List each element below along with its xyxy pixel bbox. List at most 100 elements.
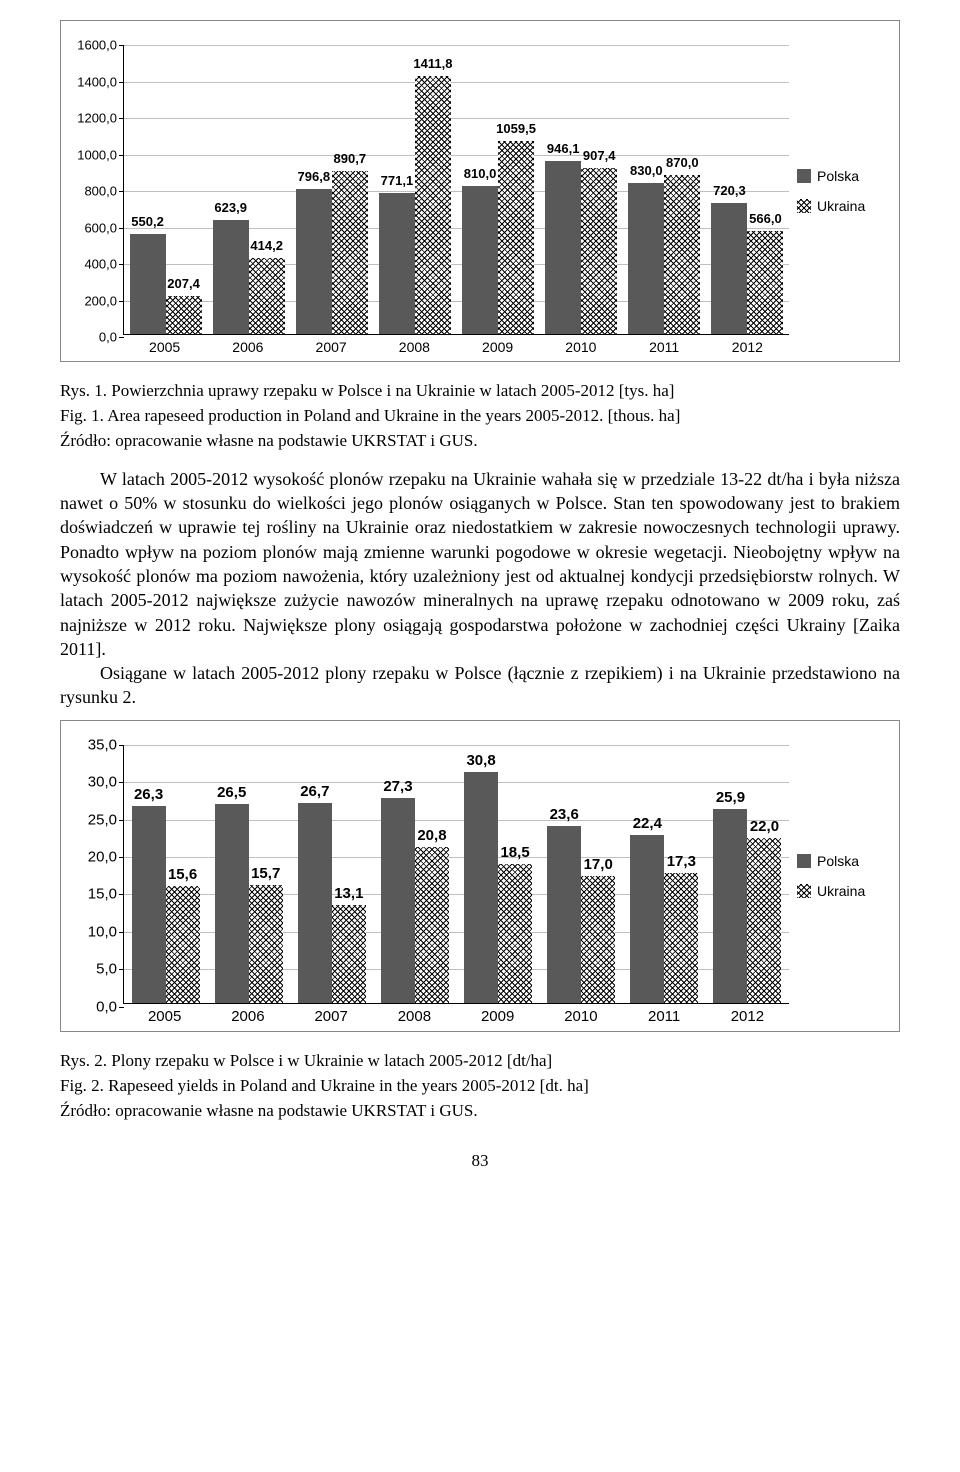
bar-value-label: 30,8 (466, 752, 495, 769)
legend-swatch-icon (797, 884, 811, 898)
bar-value-label: 17,0 (584, 856, 613, 873)
y-tick-label: 5,0 (96, 961, 117, 978)
bar-group: 946,1907,4 (540, 161, 623, 334)
body-paragraphs: W latach 2005-2012 wysokość plonów rzepa… (60, 467, 900, 710)
bar-polska: 720,3 (711, 203, 747, 334)
y-tick-label: 1400,0 (77, 74, 117, 89)
x-tick-label: 2005 (123, 1004, 206, 1025)
bar-ukraina: 15,7 (249, 885, 283, 1003)
y-tick-label: 1600,0 (77, 38, 117, 53)
bar-ukraina: 890,7 (332, 171, 368, 334)
x-tick-label: 2006 (206, 335, 289, 355)
y-tick-label: 400,0 (84, 257, 117, 272)
bar-group: 830,0870,0 (623, 175, 706, 334)
bar-value-label: 22,0 (750, 818, 779, 835)
bar-ukraina: 1411,8 (415, 76, 451, 334)
bar-group: 22,417,3 (623, 835, 706, 1003)
bar-value-label: 13,1 (334, 885, 363, 902)
y-tick-label: 0,0 (96, 998, 117, 1015)
bar-ukraina: 17,3 (664, 873, 698, 1003)
caption-1-source: Źródło: opracowanie własne na podstawie … (60, 430, 900, 453)
bar-group: 23,617,0 (540, 826, 623, 1003)
plot-area: 550,2207,4623,9414,2796,8890,7771,11411,… (123, 45, 789, 335)
bar-ukraina: 13,1 (332, 905, 366, 1003)
bar-ukraina: 207,4 (166, 296, 202, 334)
bar-value-label: 15,7 (251, 865, 280, 882)
y-tick-label: 200,0 (84, 293, 117, 308)
legend-item: Polska (797, 168, 891, 184)
bar-group: 26,713,1 (290, 803, 373, 1003)
bar-value-label: 26,5 (217, 784, 246, 801)
legend-label: Ukraina (817, 198, 865, 214)
bar-polska: 30,8 (464, 772, 498, 1003)
bar-group: 550,2207,4 (124, 234, 207, 334)
bar-value-label: 15,6 (168, 866, 197, 883)
bar-value-label: 207,4 (167, 276, 200, 291)
bar-group: 26,515,7 (207, 804, 290, 1002)
caption-2-source: Źródło: opracowanie własne na podstawie … (60, 1100, 900, 1123)
bar-value-label: 18,5 (500, 844, 529, 861)
x-tick-label: 2005 (123, 335, 206, 355)
bar-polska: 771,1 (379, 193, 415, 334)
bar-group: 771,11411,8 (373, 76, 456, 334)
bar-value-label: 1059,5 (496, 121, 536, 136)
x-tick-label: 2007 (290, 1004, 373, 1025)
bar-ukraina: 566,0 (747, 231, 783, 334)
x-tick-label: 2008 (373, 335, 456, 355)
legend-swatch-icon (797, 169, 811, 183)
x-tick-label: 2010 (539, 335, 622, 355)
bar-polska: 27,3 (381, 798, 415, 1002)
y-tick-label: 15,0 (88, 886, 117, 903)
bar-value-label: 566,0 (749, 211, 782, 226)
caption-2-pl: Rys. 2. Plony rzepaku w Polsce i w Ukrai… (60, 1050, 900, 1073)
legend-label: Ukraina (817, 883, 865, 899)
x-tick-label: 2007 (290, 335, 373, 355)
caption-1-pl: Rys. 1. Powierzchnia uprawy rzepaku w Po… (60, 380, 900, 403)
bar-polska: 550,2 (130, 234, 166, 334)
bar-value-label: 946,1 (547, 141, 580, 156)
caption-2-en: Fig. 2. Rapeseed yields in Poland and Uk… (60, 1075, 900, 1098)
y-tick-label: 35,0 (88, 736, 117, 753)
x-tick-label: 2008 (373, 1004, 456, 1025)
legend-label: Polska (817, 853, 859, 869)
bar-ukraina: 18,5 (498, 864, 532, 1002)
bar-value-label: 26,3 (134, 786, 163, 803)
legend-item: Ukraina (797, 883, 891, 899)
bar-value-label: 414,2 (250, 238, 283, 253)
bar-value-label: 26,7 (300, 783, 329, 800)
bar-ukraina: 414,2 (249, 258, 285, 334)
chart-1: 0,0200,0400,0600,0800,01000,01200,01400,… (60, 20, 900, 362)
bar-group: 796,8890,7 (290, 171, 373, 334)
bar-group: 720,3566,0 (706, 203, 789, 334)
bar-value-label: 796,8 (298, 169, 331, 184)
legend-swatch-icon (797, 854, 811, 868)
bar-value-label: 890,7 (334, 151, 367, 166)
legend-label: Polska (817, 168, 859, 184)
plot-area: 26,315,626,515,726,713,127,320,830,818,5… (123, 745, 789, 1004)
bar-value-label: 623,9 (214, 200, 247, 215)
bar-ukraina: 1059,5 (498, 141, 534, 334)
bar-value-label: 27,3 (383, 778, 412, 795)
y-tick-label: 10,0 (88, 923, 117, 940)
bar-ukraina: 17,0 (581, 876, 615, 1003)
bar-value-label: 23,6 (550, 806, 579, 823)
bar-polska: 25,9 (713, 809, 747, 1003)
x-tick-label: 2006 (206, 1004, 289, 1025)
y-tick-label: 20,0 (88, 849, 117, 866)
chart-legend: Polska Ukraina (789, 721, 899, 1031)
bar-ukraina: 870,0 (664, 175, 700, 334)
legend-swatch-icon (797, 199, 811, 213)
bar-value-label: 20,8 (417, 827, 446, 844)
bar-polska: 26,5 (215, 804, 249, 1002)
bar-group: 25,922,0 (706, 809, 789, 1003)
bar-polska: 623,9 (213, 220, 249, 334)
caption-block-2: Rys. 2. Plony rzepaku w Polsce i w Ukrai… (60, 1050, 900, 1123)
bar-polska: 26,7 (298, 803, 332, 1003)
y-tick-label: 0,0 (99, 330, 117, 345)
x-tick-label: 2012 (706, 1004, 789, 1025)
bar-polska: 23,6 (547, 826, 581, 1003)
legend-item: Polska (797, 853, 891, 869)
x-tick-label: 2009 (456, 1004, 539, 1025)
y-tick-label: 1200,0 (77, 111, 117, 126)
x-tick-label: 2011 (623, 335, 706, 355)
